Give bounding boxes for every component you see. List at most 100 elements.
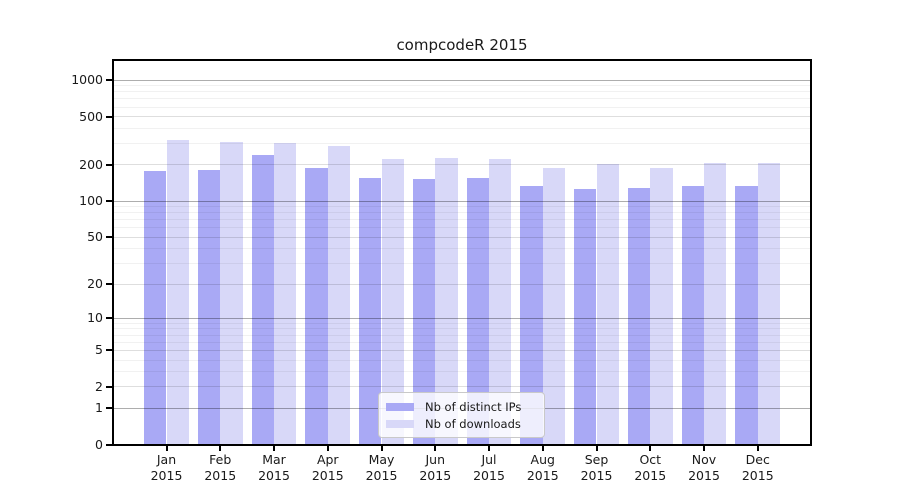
bar-downloads-sep — [596, 163, 619, 445]
gridline-500 — [113, 116, 811, 118]
gridline-8 — [113, 328, 811, 330]
x-axis-tick-apr — [326, 446, 329, 451]
bar-downloads-nov — [704, 163, 727, 445]
bar-distinct-ips-oct — [627, 188, 651, 445]
y-axis-tick-label-100: 100 — [79, 193, 103, 209]
gridline-4 — [113, 359, 811, 361]
gridline-100 — [113, 200, 811, 202]
chart-title: compcodeR 2015 — [396, 36, 528, 54]
x-axis-tick-label-oct: Oct 2015 — [634, 452, 667, 483]
x-axis-tick-label-jan: Jan 2015 — [150, 452, 183, 483]
bar-downloads-may — [381, 159, 404, 445]
x-axis-tick-label-feb: Feb 2015 — [204, 452, 237, 483]
y-axis-tick-label-500: 500 — [79, 108, 103, 124]
gridline-9 — [113, 322, 811, 324]
x-axis-tick-sep — [595, 446, 598, 451]
y-axis-tick-label-1: 1 — [95, 400, 103, 416]
gridline-60 — [113, 227, 811, 229]
gridline-700 — [113, 98, 811, 100]
bar-distinct-ips-sep — [574, 189, 597, 445]
bar-distinct-ips-feb — [197, 170, 221, 445]
gridline-2 — [113, 386, 811, 388]
gridline-30 — [113, 263, 811, 265]
bar-distinct-ips-jan — [144, 171, 167, 445]
bar-downloads-jun — [435, 157, 458, 445]
y-axis-tick-label-10: 10 — [87, 310, 103, 326]
gridline-70 — [113, 219, 811, 221]
gridline-300 — [113, 143, 811, 145]
x-axis-tick-label-jul: Jul 2015 — [473, 452, 505, 483]
x-axis-tick-label-mar: Mar 2015 — [258, 452, 290, 483]
x-axis-tick-label-apr: Apr 2015 — [311, 452, 344, 483]
bar-distinct-ips-apr — [305, 168, 328, 445]
x-axis-tick-label-nov: Nov 2015 — [688, 452, 720, 483]
gridline-40 — [113, 248, 811, 250]
legend-entry-distinct-ips: Nb of distinct IPs — [386, 398, 536, 415]
x-axis-tick-jul — [488, 446, 490, 451]
bar-downloads-jan — [166, 139, 189, 445]
gridline-800 — [113, 91, 811, 93]
bar-distinct-ips-may — [359, 177, 382, 445]
y-axis-tick-0 — [106, 444, 112, 446]
gridline-400 — [113, 127, 811, 129]
gridline-90 — [113, 206, 811, 208]
bar-distinct-ips-nov — [681, 186, 704, 445]
x-axis-tick-dec — [756, 446, 759, 451]
gridline-20 — [113, 283, 811, 285]
gridline-5 — [113, 349, 811, 351]
x-axis-tick-feb — [219, 446, 222, 451]
gridline-50 — [113, 236, 811, 238]
legend-entry-downloads: Nb of downloads — [386, 415, 536, 432]
y-axis-tick-1000 — [106, 79, 112, 82]
y-axis-tick-label-1000: 1000 — [71, 72, 103, 88]
y-axis-tick-label-20: 20 — [87, 276, 103, 292]
y-axis-tick-200 — [106, 163, 112, 166]
bar-downloads-aug — [542, 168, 566, 445]
legend-label-downloads: Nb of downloads — [425, 416, 521, 431]
x-axis-tick-oct — [649, 446, 652, 451]
bar-downloads-dec — [757, 162, 781, 445]
y-axis-tick-label-5: 5 — [95, 342, 103, 358]
bar-downloads-oct — [650, 167, 673, 445]
y-axis-tick-20 — [106, 283, 112, 286]
x-axis-tick-label-aug: Aug 2015 — [526, 452, 559, 483]
x-axis-tick-aug — [541, 446, 544, 451]
y-axis-tick-500 — [106, 115, 112, 118]
y-axis-tick-label-200: 200 — [79, 156, 103, 172]
bar-distinct-ips-aug — [520, 186, 543, 445]
x-axis-tick-may — [380, 446, 383, 451]
bar-distinct-ips-dec — [735, 185, 758, 445]
x-axis-tick-label-may: May 2015 — [365, 452, 398, 483]
legend-label-distinct-ips: Nb of distinct IPs — [425, 399, 522, 414]
x-axis-tick-label-jun: Jun 2015 — [419, 452, 452, 483]
y-axis-tick-label-2: 2 — [95, 378, 103, 394]
gridline-200 — [113, 164, 811, 166]
x-axis-tick-nov — [703, 446, 705, 451]
y-axis-tick-label-0: 0 — [95, 437, 103, 452]
legend-swatch-distinct-ips — [386, 402, 414, 411]
gridline-10 — [113, 317, 811, 319]
gridline-3 — [113, 371, 811, 373]
y-axis-tick-10 — [106, 317, 112, 320]
bar-distinct-ips-jun — [412, 179, 436, 445]
y-axis-tick-100 — [106, 200, 112, 203]
y-axis-tick-2 — [106, 385, 112, 388]
bar-distinct-ips-mar — [251, 155, 274, 445]
x-axis-tick-label-sep: Sep 2015 — [580, 452, 613, 483]
x-axis-tick-jan — [165, 446, 168, 451]
bar-downloads-apr — [327, 146, 351, 445]
legend: Nb of distinct IPs Nb of downloads — [378, 392, 545, 438]
x-axis-tick-jun — [434, 446, 437, 451]
y-axis-tick-1 — [106, 407, 112, 410]
y-axis-tick-label-50: 50 — [87, 229, 103, 245]
bar-downloads-mar — [274, 143, 297, 445]
gridline-600 — [113, 106, 811, 108]
x-axis-tick-mar — [273, 446, 275, 451]
bar-downloads-jul — [489, 159, 512, 445]
gridline-6 — [113, 341, 811, 343]
gridline-7 — [113, 334, 811, 336]
bar-downloads-feb — [220, 141, 243, 445]
gridline-1000 — [113, 79, 811, 81]
gridline-80 — [113, 212, 811, 214]
